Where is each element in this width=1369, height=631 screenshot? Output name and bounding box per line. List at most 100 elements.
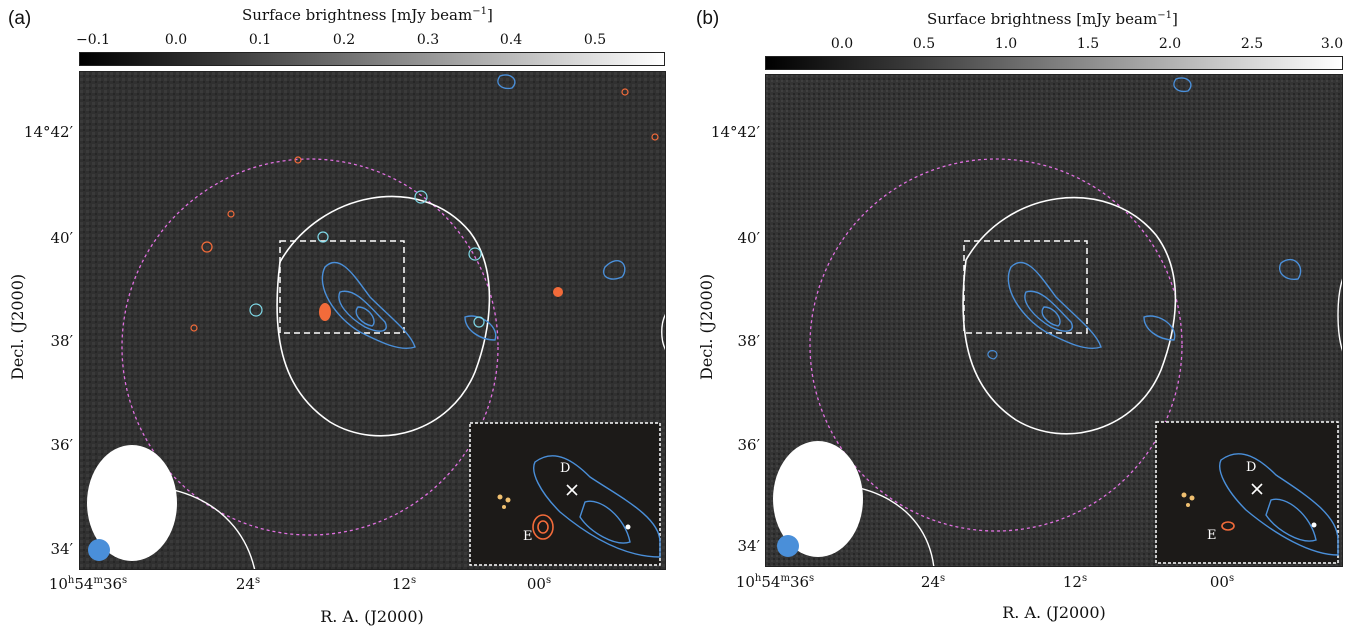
dec-tick: 40′ xyxy=(737,229,761,247)
inset-image: D E xyxy=(469,422,661,566)
ra-tick: 12s xyxy=(391,575,417,593)
beam-ellipse xyxy=(773,441,863,557)
ra-tick: 10h54m36s xyxy=(735,573,815,591)
cyan-source xyxy=(468,247,482,261)
inset-image: D E xyxy=(1155,421,1339,564)
blue-contour xyxy=(1279,258,1302,280)
orange-source xyxy=(553,287,563,297)
dec-tick: 36′ xyxy=(737,436,761,454)
zoom-box xyxy=(963,240,1088,334)
white-contour xyxy=(661,314,665,350)
inset-label-d: D xyxy=(560,461,570,476)
inset-label-e: E xyxy=(523,529,533,544)
blue-contour xyxy=(1173,77,1192,93)
star-dot xyxy=(625,524,631,530)
galaxy-dot xyxy=(1181,492,1187,498)
blue-contour xyxy=(338,290,387,332)
colorbar-tick: 1.0 xyxy=(994,36,1018,52)
radio-map: D E xyxy=(765,74,1343,567)
blue-contour xyxy=(603,260,626,280)
galaxy-dot xyxy=(502,505,506,509)
dec-tick: 34′ xyxy=(737,537,761,555)
orange-source xyxy=(1221,521,1235,531)
magenta-circle xyxy=(121,158,499,536)
inset-label-e: E xyxy=(1207,528,1217,543)
galaxy-dot xyxy=(505,497,511,503)
blue-contour xyxy=(1024,290,1073,332)
white-contour xyxy=(276,195,491,437)
blue-contour xyxy=(355,306,375,327)
map-overlay: D E xyxy=(80,72,665,569)
dec-tick: 14°42′ xyxy=(23,123,73,141)
colorbar-tick: 0.1 xyxy=(248,32,272,48)
orange-source xyxy=(294,156,302,164)
map-overlay: D E xyxy=(766,75,1342,566)
beam-ellipse xyxy=(87,445,177,561)
cross-marker xyxy=(566,484,578,496)
orange-source xyxy=(227,210,235,218)
magenta-circle xyxy=(809,158,1183,532)
white-contour xyxy=(962,196,1177,435)
orange-source xyxy=(201,241,213,253)
colorbar-title: Surface brightness [mJy beam−1] xyxy=(927,10,1178,28)
y-axis-label: Decl. (J2000) xyxy=(697,273,716,380)
colorbar-tick: −0.1 xyxy=(76,32,110,48)
white-contour xyxy=(89,485,256,569)
blue-contour xyxy=(579,500,631,544)
blue-contour xyxy=(1265,498,1317,542)
dec-tick: 40′ xyxy=(50,229,74,247)
white-contour xyxy=(1337,278,1342,352)
ra-tick: 24s xyxy=(920,573,946,591)
colorbar-title: Surface brightness [mJy beam−1] xyxy=(242,6,493,24)
colorbar xyxy=(79,52,665,66)
colorbar-tick: 1.5 xyxy=(1076,36,1100,52)
dec-tick: 34′ xyxy=(50,540,74,558)
galaxy-dot xyxy=(1186,503,1190,507)
orange-source xyxy=(537,520,549,534)
zoom-box xyxy=(279,240,405,334)
colorbar-tick: 0.0 xyxy=(164,32,188,48)
beam-circle xyxy=(88,539,110,561)
blue-contour xyxy=(1041,306,1061,327)
galaxy-dot xyxy=(1189,495,1195,501)
x-axis-label: R. A. (J2000) xyxy=(1002,603,1106,622)
galaxy-dot xyxy=(497,494,503,500)
inset-label-d: D xyxy=(1246,460,1256,475)
ra-tick: 24s xyxy=(235,575,261,593)
colorbar-tick: 3.0 xyxy=(1320,36,1344,52)
orange-source xyxy=(651,133,659,141)
blue-contour xyxy=(1143,315,1176,341)
white-contour xyxy=(775,483,935,566)
star-dot xyxy=(1311,522,1317,528)
orange-source xyxy=(532,514,554,540)
ra-tick: 00s xyxy=(526,575,552,593)
cyan-source xyxy=(414,190,428,204)
orange-source xyxy=(319,303,331,321)
colorbar-tick: 0.2 xyxy=(332,32,356,48)
panel-b: (b) Surface brightness [mJy beam−1] 0.0 … xyxy=(684,0,1369,631)
dec-tick: 38′ xyxy=(737,332,761,350)
panel-a: (a) Surface brightness [mJy beam−1] −0.1… xyxy=(0,0,684,631)
beam-circle xyxy=(777,535,799,557)
cyan-source xyxy=(317,231,329,243)
blue-contour xyxy=(321,261,416,349)
x-axis-label: R. A. (J2000) xyxy=(320,607,424,626)
dec-tick: 14°42′ xyxy=(710,123,760,141)
blue-contour xyxy=(1219,453,1339,556)
ra-tick: 12s xyxy=(1062,573,1088,591)
orange-source xyxy=(621,88,629,96)
colorbar-tick: 0.3 xyxy=(416,32,440,48)
dec-tick: 36′ xyxy=(50,436,74,454)
y-axis-label: Decl. (J2000) xyxy=(8,273,27,380)
panel-label: (b) xyxy=(696,8,720,29)
orange-source xyxy=(190,324,198,332)
dec-tick: 38′ xyxy=(50,332,74,350)
cyan-source xyxy=(473,316,485,328)
colorbar-tick: 2.0 xyxy=(1158,36,1182,52)
colorbar-tick: 0.0 xyxy=(830,36,854,52)
blue-contour xyxy=(1007,261,1102,349)
colorbar-tick: 2.5 xyxy=(1240,36,1264,52)
cyan-source xyxy=(249,303,263,317)
radio-map: D E xyxy=(79,71,666,570)
blue-contour xyxy=(533,455,661,558)
